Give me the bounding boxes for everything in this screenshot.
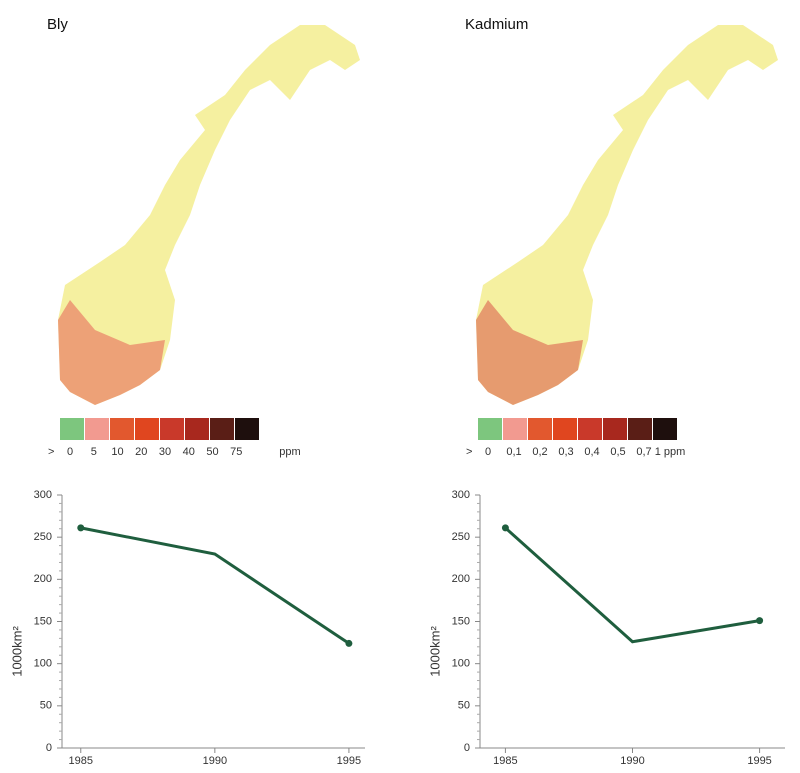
legend-swatch bbox=[160, 418, 184, 440]
legend-label: 0,5 bbox=[610, 446, 625, 458]
legend-swatch bbox=[210, 418, 234, 440]
data-point bbox=[345, 639, 353, 647]
x-tick-label: 1985 bbox=[493, 755, 517, 767]
y-tick-label: 250 bbox=[34, 531, 52, 543]
legend-label: 0,4 bbox=[584, 446, 599, 458]
legend-label: 75 bbox=[230, 446, 242, 458]
y-tick-label: 50 bbox=[458, 700, 470, 712]
y-tick-label: 200 bbox=[34, 573, 52, 585]
map-title: Bly bbox=[47, 16, 68, 33]
legend-swatch bbox=[628, 418, 652, 440]
legend-label: 50 bbox=[206, 446, 218, 458]
data-point bbox=[77, 524, 85, 532]
legend-swatch bbox=[503, 418, 527, 440]
legend-label: ppm bbox=[279, 446, 300, 458]
legend-label: 20 bbox=[135, 446, 147, 458]
map-right bbox=[476, 25, 778, 405]
legend-swatch bbox=[603, 418, 627, 440]
legend-label: 0 bbox=[67, 446, 73, 458]
legend-swatch bbox=[653, 418, 677, 440]
legend-label: 0,2 bbox=[532, 446, 547, 458]
data-point bbox=[501, 524, 509, 532]
legend-label: > bbox=[466, 446, 472, 458]
legend-label: 1 ppm bbox=[655, 446, 686, 458]
y-tick-label: 0 bbox=[464, 742, 470, 754]
map-title: Kadmium bbox=[465, 16, 528, 33]
legend-swatch bbox=[85, 418, 109, 440]
y-axis-label: 1000km² bbox=[9, 626, 24, 677]
x-tick-label: 1990 bbox=[620, 755, 644, 767]
data-point bbox=[756, 617, 764, 625]
y-tick-label: 0 bbox=[46, 742, 52, 754]
y-tick-label: 50 bbox=[40, 700, 52, 712]
legend-swatch bbox=[185, 418, 209, 440]
y-tick-label: 250 bbox=[452, 531, 470, 543]
y-axis-label: 1000km² bbox=[427, 626, 442, 677]
legend-label: 0,7 bbox=[636, 446, 651, 458]
x-tick-label: 1990 bbox=[203, 755, 227, 767]
legend-swatch bbox=[135, 418, 159, 440]
legend-swatch bbox=[235, 418, 259, 440]
legend-swatch bbox=[578, 418, 602, 440]
legend-label: 0 bbox=[485, 446, 491, 458]
legend-label: 30 bbox=[159, 446, 171, 458]
legend-label: 10 bbox=[111, 446, 123, 458]
map-left bbox=[58, 25, 360, 405]
legend-swatch bbox=[110, 418, 134, 440]
legend-label: > bbox=[48, 446, 54, 458]
y-tick-label: 300 bbox=[452, 489, 470, 501]
legend-label: 0,3 bbox=[558, 446, 573, 458]
y-tick-label: 150 bbox=[34, 615, 52, 627]
x-tick-label: 1995 bbox=[747, 755, 771, 767]
data-line bbox=[504, 526, 760, 644]
y-tick-label: 100 bbox=[452, 658, 470, 670]
legend-swatch bbox=[553, 418, 577, 440]
y-tick-label: 100 bbox=[34, 658, 52, 670]
legend-label: 0,1 bbox=[506, 446, 521, 458]
legend-label: 5 bbox=[91, 446, 97, 458]
data-line bbox=[80, 526, 350, 645]
y-tick-label: 200 bbox=[452, 573, 470, 585]
legend-swatch bbox=[60, 418, 84, 440]
legend-swatch bbox=[528, 418, 552, 440]
legend-swatch bbox=[478, 418, 502, 440]
x-tick-label: 1985 bbox=[69, 755, 93, 767]
y-tick-label: 150 bbox=[452, 615, 470, 627]
y-tick-label: 300 bbox=[34, 489, 52, 501]
legend-label: 40 bbox=[183, 446, 195, 458]
x-tick-label: 1995 bbox=[337, 755, 361, 767]
